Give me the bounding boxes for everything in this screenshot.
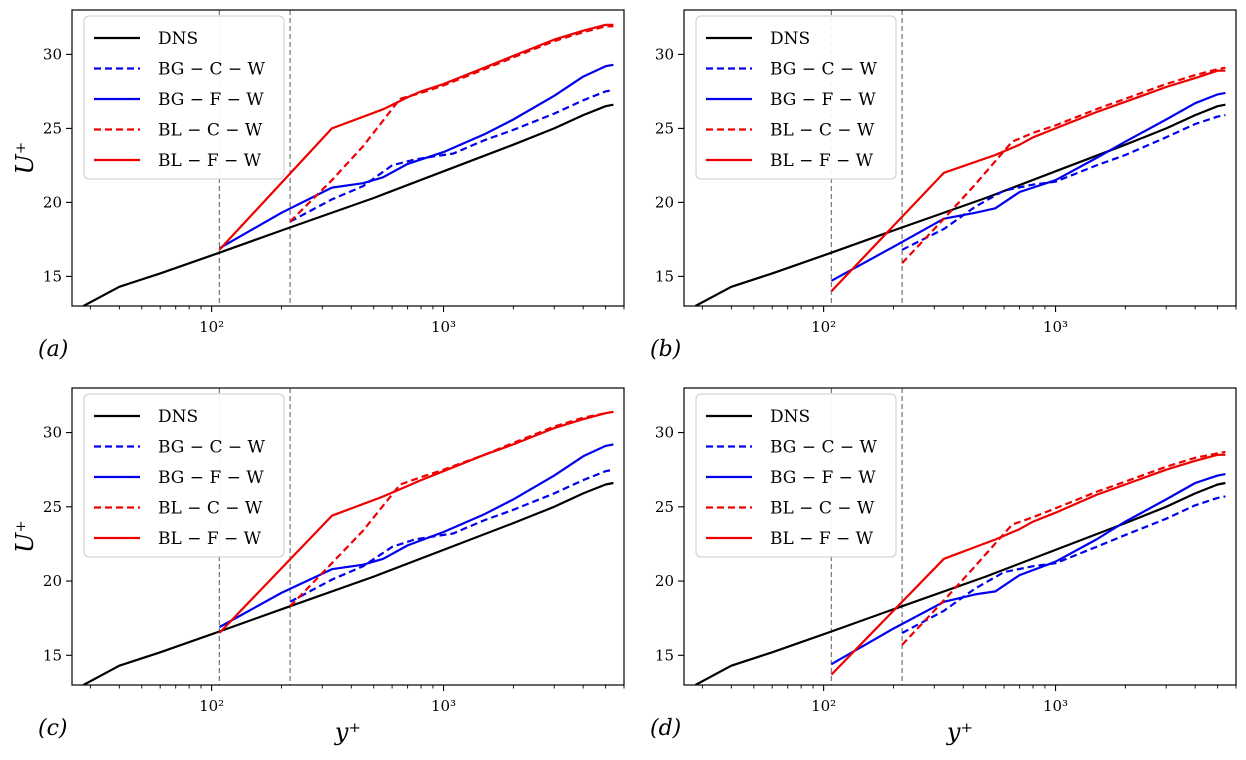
series-line-bl-c-w xyxy=(289,25,614,223)
y-tick-label: 30 xyxy=(655,45,674,63)
legend: DNS BG − C − W BG − F − W BL − C − W BL − F … xyxy=(83,15,285,180)
y-axis-label: U⁺ xyxy=(11,142,39,175)
series-line-dns xyxy=(82,481,614,685)
series-line-bl-f-w xyxy=(830,453,1226,676)
y-tick-label: 15 xyxy=(655,646,674,664)
legend-label: DNS xyxy=(770,29,810,49)
legend-box xyxy=(83,393,285,558)
panel-c: 15 20 25 30 10² 10³ U⁺ y⁺ (c) DNS BG − C − W BG − F… xyxy=(11,387,625,746)
x-tick-label: 10³ xyxy=(1043,318,1068,336)
series-line-bg-f-w xyxy=(218,63,614,250)
series-line-bl-c-w xyxy=(289,410,614,608)
series-line-dns xyxy=(694,481,1226,685)
panel-label: (c) xyxy=(38,716,68,741)
y-tick-label: 15 xyxy=(43,267,62,285)
series-group xyxy=(694,450,1226,685)
y-tick-label: 25 xyxy=(655,119,674,137)
series-line-bg-c-w xyxy=(289,88,614,223)
series-line-bl-f-w xyxy=(830,69,1226,292)
panel-d: 15 20 25 30 10² 10³ y⁺ (d) DNS BG − C − W BG − F −… xyxy=(650,387,1237,746)
y-tick-label: 30 xyxy=(655,424,674,442)
y-tick-label: 25 xyxy=(655,498,674,516)
legend-label: BL − F − W xyxy=(770,529,874,549)
y-tick-label: 30 xyxy=(43,424,62,442)
x-tick-label: 10³ xyxy=(431,318,456,336)
legend-label: BG − F − W xyxy=(770,468,876,488)
series-group xyxy=(82,23,614,306)
series-line-bg-c-w xyxy=(289,468,614,603)
x-tick-label: 10² xyxy=(199,697,224,715)
x-axis-label: y⁺ xyxy=(946,718,973,746)
x-tick-label: 10² xyxy=(811,318,836,336)
x-tick-label: 10² xyxy=(199,318,224,336)
plot-frame xyxy=(71,387,625,686)
legend-label: BG − C − W xyxy=(158,438,265,458)
series-line-bl-f-w xyxy=(218,23,614,251)
panel-a: 15 20 25 30 10² 10³ U⁺ (a) DNS BG − C − W BG − F −… xyxy=(11,9,625,362)
legend-label: DNS xyxy=(158,29,198,49)
legend-label: BG − F − W xyxy=(770,90,876,110)
x-axis-label: y⁺ xyxy=(334,718,361,746)
legend-label: BL − C − W xyxy=(770,499,875,519)
plot-frame xyxy=(683,9,1237,307)
legend: DNS BG − C − W BG − F − W BL − C − W BL − F … xyxy=(83,393,285,558)
series-group xyxy=(82,410,614,685)
y-tick-label: 20 xyxy=(43,572,62,590)
x-tick-label: 10² xyxy=(811,697,836,715)
legend: DNS BG − C − W BG − F − W BL − C − W BL − F … xyxy=(695,15,897,180)
legend-label: BL − C − W xyxy=(770,121,875,141)
panel-label: (d) xyxy=(650,716,681,741)
panel-b: 15 20 25 30 10² 10³ (b) DNS BG − C − W BG − F − W… xyxy=(650,9,1237,362)
legend-label: BL − C − W xyxy=(158,121,263,141)
panel-label: (a) xyxy=(38,337,68,362)
y-tick-label: 20 xyxy=(43,193,62,211)
x-tick-label: 10³ xyxy=(431,697,456,715)
series-line-bg-c-w xyxy=(901,495,1226,634)
x-tick-label: 10³ xyxy=(1043,697,1068,715)
y-tick-label: 25 xyxy=(43,498,62,516)
y-axis-label: U⁺ xyxy=(11,520,39,553)
series-line-dns xyxy=(82,103,614,306)
legend-label: BG − C − W xyxy=(158,60,265,80)
series-line-bg-c-w xyxy=(901,114,1226,251)
y-tick-label: 30 xyxy=(43,45,62,63)
series-group xyxy=(694,66,1226,306)
series-line-bg-f-w xyxy=(218,443,614,629)
plot-frame xyxy=(71,9,625,307)
legend-label: DNS xyxy=(770,407,810,427)
legend-label: BG − F − W xyxy=(158,90,264,110)
legend-label: DNS xyxy=(158,407,198,427)
legend-label: BL − C − W xyxy=(158,499,263,519)
legend-box xyxy=(83,15,285,180)
y-tick-label: 15 xyxy=(655,267,674,285)
legend: DNS BG − C − W BG − F − W BL − C − W BL − F … xyxy=(695,393,897,558)
y-tick-label: 20 xyxy=(655,572,674,590)
y-tick-label: 15 xyxy=(43,646,62,664)
panel-label: (b) xyxy=(650,337,681,362)
series-line-bl-c-w xyxy=(901,450,1226,646)
legend-label: BL − F − W xyxy=(770,151,874,171)
legend-box xyxy=(695,393,897,558)
legend-box xyxy=(695,15,897,180)
legend-label: BG − C − W xyxy=(770,438,877,458)
legend-label: BG − C − W xyxy=(770,60,877,80)
series-line-bl-c-w xyxy=(901,66,1226,264)
legend-label: BG − F − W xyxy=(158,468,264,488)
legend-label: BL − F − W xyxy=(158,529,262,549)
legend-label: BL − F − W xyxy=(158,151,262,171)
plot-frame xyxy=(683,387,1237,686)
y-tick-label: 25 xyxy=(43,119,62,137)
series-line-bl-f-w xyxy=(218,410,614,634)
y-tick-label: 20 xyxy=(655,193,674,211)
series-line-dns xyxy=(694,103,1226,306)
